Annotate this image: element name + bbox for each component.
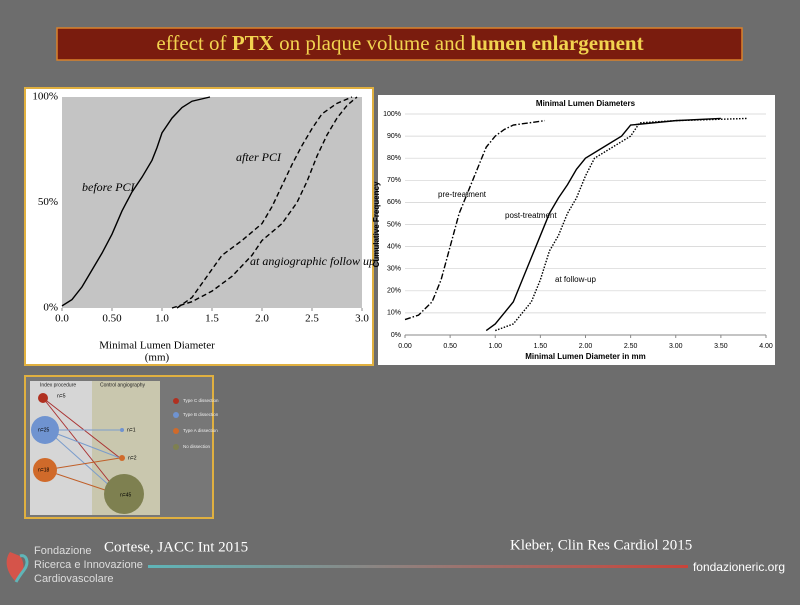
legend-swatch — [173, 428, 179, 434]
node — [33, 458, 57, 482]
x-tick-label: 3.00 — [669, 343, 683, 350]
y-tick-label: 20% — [387, 288, 401, 295]
column-label: Index procedure — [40, 382, 76, 388]
legend-swatch — [173, 444, 179, 450]
node-label: n=1 — [127, 427, 136, 433]
node — [104, 474, 144, 514]
node-label: n=25 — [38, 427, 49, 433]
x-tick-label: 1.50 — [534, 343, 548, 350]
node-label: n=5 — [57, 393, 66, 399]
x-tick-label: 1.00 — [488, 343, 502, 350]
x-axis-label: Minimal Lumen Diameter in mm — [525, 352, 645, 361]
x-tick-label: 0.50 — [102, 313, 122, 325]
x-tick-label: 1.5 — [205, 313, 219, 325]
x-tick-label: 0.50 — [443, 343, 457, 350]
node — [31, 416, 59, 444]
node — [38, 393, 48, 403]
site-url: fondazioneric.org — [693, 560, 785, 574]
connector — [46, 429, 121, 459]
title-part: PTX — [232, 31, 274, 55]
x-tick-label: 1.0 — [155, 313, 169, 325]
x-tick-label: 2.0 — [255, 313, 269, 325]
node-label: n=18 — [38, 467, 49, 473]
x-tick-label: 2.00 — [579, 343, 593, 350]
connector — [44, 457, 121, 471]
plot-area — [62, 97, 362, 308]
y-axis-label: Cumulative Frequency — [372, 181, 381, 267]
data-line — [171, 96, 358, 309]
data-line — [495, 117, 748, 332]
x-tick-label: 0.0 — [55, 313, 69, 325]
x-axis-label: Minimal Lumen Diameter — [99, 340, 215, 352]
logo-text: Ricerca e Innovazione — [34, 559, 143, 571]
data-line — [176, 96, 353, 309]
y-tick-label: 40% — [387, 243, 401, 250]
series-label: pre-treatment — [438, 190, 487, 199]
reference: Cortese, JACC Int 2015 — [104, 539, 248, 555]
y-tick-label: 0% — [391, 332, 401, 339]
title-part: lumen enlargement — [470, 31, 643, 55]
reference: Kleber, Clin Res Cardiol 2015 — [510, 537, 692, 553]
y-tick-label: 100% — [32, 91, 58, 103]
y-tick-label: 10% — [387, 310, 401, 317]
title-box — [56, 27, 743, 61]
series-label: before PCI — [82, 180, 136, 194]
y-tick-label: 50% — [38, 196, 58, 208]
series-label: after PCI — [236, 150, 282, 164]
footer-rule — [148, 565, 688, 568]
x-tick-label: 2.5 — [305, 313, 319, 325]
node-label: n=45 — [120, 492, 131, 498]
legend-label: Type C dissection — [183, 398, 219, 403]
data-line — [404, 119, 545, 321]
title-part: on plaque volume and — [274, 31, 471, 55]
y-tick-label: 50% — [387, 221, 401, 228]
series-label: at angiographic follow up — [250, 254, 375, 268]
x-tick-label: 0.00 — [398, 343, 412, 350]
node-label: n=2 — [128, 455, 137, 461]
legend-swatch — [173, 412, 179, 418]
y-tick-label: 60% — [387, 199, 401, 206]
column-panel — [30, 381, 92, 515]
legend-label: Type A dissection — [183, 428, 218, 433]
slide-title: effect of PTX on plaque volume and lumen… — [156, 31, 643, 55]
legend-swatch — [173, 398, 179, 404]
legend-label: No dissection — [183, 444, 211, 449]
x-tick-label: 2.50 — [624, 343, 638, 350]
node — [120, 428, 124, 432]
y-tick-label: 70% — [387, 177, 401, 184]
legend-label: Type B dissection — [183, 412, 219, 417]
diagram: Index procedure Control angiography n=5 … — [24, 375, 219, 519]
series-label: post-treatment — [505, 211, 557, 220]
y-tick-label: 100% — [383, 111, 401, 118]
title-part: effect of — [156, 31, 231, 55]
logo-text: Cardiovascolare — [34, 573, 113, 585]
connector — [42, 397, 121, 496]
logo-text: Fondazione — [34, 545, 92, 557]
connector — [42, 397, 121, 459]
node — [119, 455, 125, 461]
y-tick-label: 80% — [387, 155, 401, 162]
data-line — [61, 96, 211, 307]
chart-panel — [378, 95, 775, 365]
y-tick-label: 0% — [43, 302, 58, 314]
x-tick-label: 3.50 — [714, 343, 728, 350]
data-line — [485, 117, 721, 332]
column-label: Control angiography — [100, 382, 146, 388]
y-tick-label: 30% — [387, 266, 401, 273]
chart-title: Minimal Lumen Diameters — [536, 99, 636, 108]
x-tick-label: 4.00 — [759, 343, 773, 350]
series-label: at follow-up — [555, 275, 596, 284]
y-tick-label: 90% — [387, 133, 401, 140]
x-tick-label: 3.0 — [355, 313, 369, 325]
logo-mark — [14, 554, 29, 583]
x-axis-label: (mm) — [145, 352, 170, 364]
